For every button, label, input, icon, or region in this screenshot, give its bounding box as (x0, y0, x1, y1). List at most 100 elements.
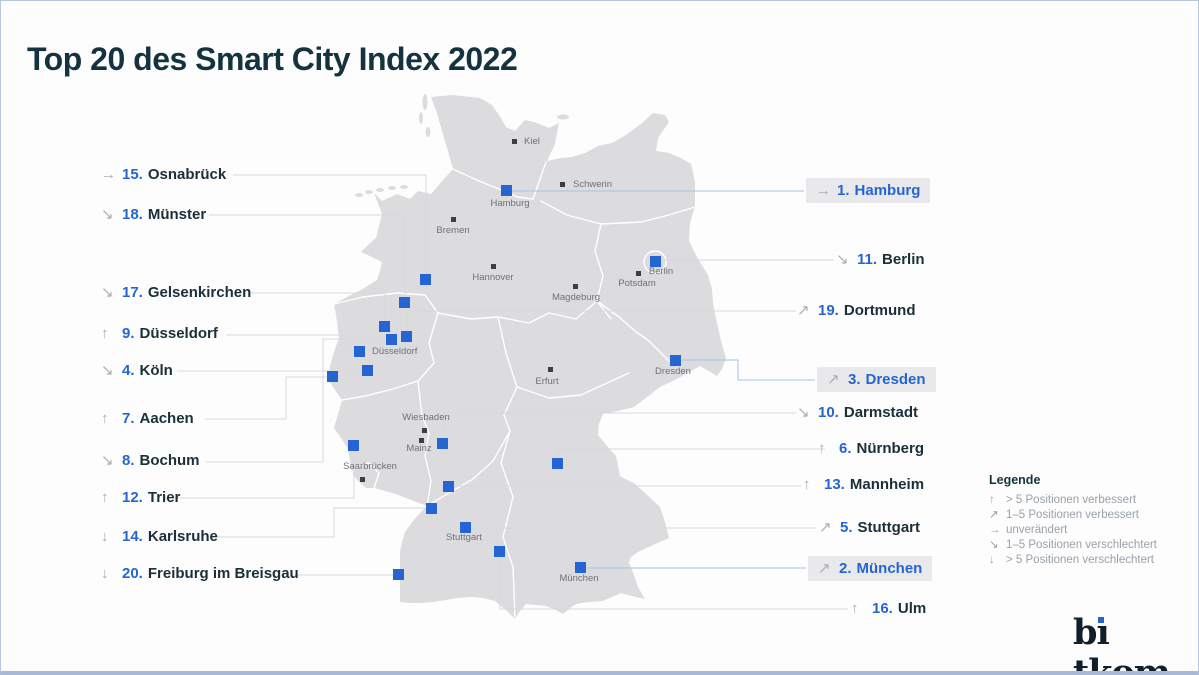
ref-marker-kiel (512, 139, 517, 144)
city-name: Nürnberg (856, 440, 925, 457)
city-name: Ulm (897, 600, 927, 617)
trend-arrow-icon: ↑ (818, 440, 826, 457)
leader-bochum (206, 338, 386, 463)
logo-text-prefix: b (1073, 612, 1098, 653)
rank-number: 1. (837, 182, 850, 199)
rank-number: 4. (122, 362, 135, 379)
map-label-potsdam: Potsdam (618, 278, 656, 289)
city-marker-stuttgart (460, 522, 471, 533)
bitkom-logo: bı tkom (1073, 612, 1198, 675)
legend: Legende ↑ > 5 Positionen verbessert ↗ 1–… (989, 473, 1198, 568)
city-marker-osnabrueck (420, 274, 431, 285)
rank-item-darmstadt: ↘ 10. Darmstadt (797, 402, 918, 424)
map-label-berlin: Berlin (648, 266, 674, 277)
rank-number: 12. (122, 489, 143, 506)
logo-text-suffix: tkom (1073, 652, 1171, 675)
leader-osnabrueck (233, 174, 427, 274)
map-label-schwerin: Schwerin (573, 179, 613, 190)
trend-arrow-icon: → (101, 166, 116, 183)
rank-number: 8. (122, 452, 135, 469)
rank-item-koeln: ↘ 4. Köln (101, 360, 173, 382)
rank-number: 15. (122, 166, 143, 183)
rank-item-dresden: ↗ 3. Dresden (817, 367, 936, 392)
rank-number: 20. (122, 565, 143, 582)
rank-number: 10. (818, 404, 839, 421)
trend-arrow-icon: ↘ (836, 251, 849, 268)
legend-label: > 5 Positionen verbessert (1006, 494, 1137, 506)
map-label-hamburg: Hamburg (490, 198, 530, 209)
legend-label: 1–5 Positionen verbessert (1006, 509, 1139, 521)
city-marker-koeln (362, 365, 373, 376)
rank-item-muenchen: ↗ 2. München (808, 556, 933, 581)
map-label-wiesbaden: Wiesbaden (402, 412, 450, 423)
trend-arrow-icon: ↘ (101, 362, 114, 379)
city-name: Dortmund (843, 302, 916, 319)
ref-marker-potsdam (636, 271, 641, 276)
trend-arrow-icon: ↑ (101, 410, 109, 427)
leader-darmstadt (442, 412, 796, 439)
city-marker-ulm (494, 546, 505, 557)
trend-arrow-icon: ↘ (101, 284, 114, 301)
ref-marker-wiesbaden (422, 428, 427, 433)
rank-number: 17. (122, 284, 143, 301)
city-name: Aachen (139, 410, 194, 427)
rank-item-hamburg: → 1. Hamburg (806, 178, 931, 203)
trend-arrow-icon: ↑ (803, 476, 811, 493)
trend-arrow-icon: ↘ (101, 206, 114, 223)
rank-item-dortmund: ↗ 19. Dortmund (797, 300, 916, 322)
city-marker-bochum (386, 334, 397, 345)
city-marker-dresden (670, 355, 681, 366)
trend-arrow-icon: ↓ (101, 528, 109, 545)
city-name: Mannheim (849, 476, 925, 493)
city-name: Darmstadt (843, 404, 919, 421)
rank-item-duesseldorf: ↑ 9. Düsseldorf (101, 323, 218, 345)
rank-number: 13. (824, 476, 845, 493)
city-marker-muenster (399, 297, 410, 308)
city-marker-duesseldorf (354, 346, 365, 357)
rank-number: 3. (848, 371, 861, 388)
trend-arrow-icon: → (816, 182, 831, 199)
state-borders (333, 161, 696, 618)
trend-arrow-icon: ↓ (101, 565, 109, 582)
rank-number: 2. (839, 560, 852, 577)
rank-item-aachen: ↑ 7. Aachen (101, 408, 194, 430)
arrow-down-right-icon: ↘ (989, 539, 999, 551)
rank-number: 19. (818, 302, 839, 319)
logo-letter-i: ı (1096, 613, 1109, 653)
trend-arrow-icon: ↑ (101, 489, 109, 506)
city-marker-darmstadt (437, 438, 448, 449)
ref-marker-mainz (419, 438, 424, 443)
arrow-up-icon: ↑ (989, 494, 995, 506)
trend-arrow-icon: ↑ (101, 325, 109, 342)
legend-label: unverändert (1006, 524, 1068, 536)
leader-lines-gray (164, 174, 848, 610)
map-label-muenchen: München (559, 573, 599, 584)
leader-ulm (499, 557, 848, 610)
city-name: Gelsenkirchen (147, 284, 252, 301)
leader-nuernberg (557, 448, 825, 459)
arrow-right-icon: → (989, 524, 1001, 536)
city-name: Karlsruhe (147, 528, 218, 545)
city-marker-dortmund (401, 331, 412, 342)
trend-arrow-icon: ↗ (797, 302, 810, 319)
city-name: Trier (147, 489, 181, 506)
map-label-hannover: Hannover (472, 272, 514, 283)
map-label-kiel: Kiel (524, 136, 540, 147)
city-marker-berlin (650, 256, 661, 267)
city-name: Hamburg (854, 182, 921, 199)
city-name: Düsseldorf (139, 325, 218, 342)
rank-item-gelsenkirchen: ↘ 17. Gelsenkirchen (101, 282, 251, 304)
leader-gelsenkirchen (251, 292, 386, 321)
map-label-duesseldorf: Düsseldorf (372, 346, 418, 357)
leader-dortmund (406, 310, 796, 332)
city-marker-freiburg (393, 569, 404, 580)
map-label-mainz: Mainz (406, 443, 432, 454)
city-marker-nuernberg (552, 458, 563, 469)
city-name: Dresden (865, 371, 926, 388)
rank-number: 18. (122, 206, 143, 223)
rank-item-bochum: ↘ 8. Bochum (101, 450, 200, 472)
ref-marker-bremen (451, 217, 456, 222)
trend-arrow-icon: ↗ (818, 560, 831, 577)
legend-item-up-big: ↑ > 5 Positionen verbessert (989, 493, 1198, 508)
